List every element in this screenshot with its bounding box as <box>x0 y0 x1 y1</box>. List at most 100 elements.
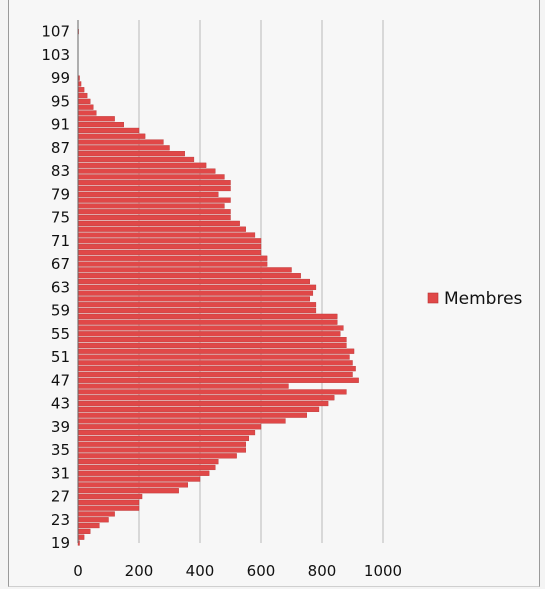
x-tick-label-200: 200 <box>125 562 154 580</box>
bar-age-69 <box>77 249 262 256</box>
bar-age-81 <box>77 180 231 186</box>
y-tick-label-43: 43 <box>51 395 70 413</box>
bar-age-91 <box>77 122 124 128</box>
bar-age-73 <box>77 226 246 232</box>
bar-age-66 <box>77 267 292 273</box>
y-tick-label-95: 95 <box>51 92 70 110</box>
bar-age-58 <box>77 313 338 319</box>
y-tick-label-35: 35 <box>51 441 70 459</box>
bar-age-57 <box>77 319 338 325</box>
bar-age-89 <box>77 133 146 139</box>
bar-age-55 <box>77 331 341 337</box>
bar-age-35 <box>77 447 246 453</box>
bar-age-42 <box>77 406 320 412</box>
y-tick-label-55: 55 <box>51 325 70 343</box>
bar-age-26 <box>77 499 140 505</box>
bar-age-30 <box>77 476 201 482</box>
y-tick-label-23: 23 <box>51 511 70 529</box>
y-tick-label-59: 59 <box>51 302 70 320</box>
y-tick-label-67: 67 <box>51 255 70 273</box>
bar-age-46 <box>77 383 289 389</box>
bar-age-80 <box>77 185 231 192</box>
bar-age-50 <box>77 360 353 366</box>
bar-age-60 <box>77 302 317 308</box>
y-tick-label-31: 31 <box>51 464 70 482</box>
bar-age-43 <box>77 400 329 407</box>
y-tick-labels: 19 23 27 31 35 39 43 47 51 55 59 63 67 71 75 79 83 87 91 95… <box>41 23 70 552</box>
bar-age-56 <box>77 325 344 331</box>
bar-age-72 <box>77 232 256 238</box>
bar-age-75 <box>77 214 231 221</box>
y-tick-label-87: 87 <box>51 139 70 157</box>
bar-age-77 <box>77 203 225 209</box>
bar-age-67 <box>77 261 268 267</box>
y-tick-label-99: 99 <box>51 69 70 87</box>
bar-age-90 <box>77 127 140 133</box>
bar-age-45 <box>77 389 347 395</box>
y-tick-label-83: 83 <box>51 162 70 180</box>
y-tick-label-71: 71 <box>51 232 70 250</box>
bar-age-71 <box>77 238 262 244</box>
bar-age-85 <box>77 156 195 163</box>
bar-age-76 <box>77 209 231 215</box>
bar-age-41 <box>77 412 307 418</box>
bar-age-54 <box>77 337 347 343</box>
bar-age-84 <box>77 162 207 168</box>
bar-age-62 <box>77 290 314 296</box>
bar-age-70 <box>77 244 262 250</box>
y-tick-label-79: 79 <box>51 185 70 203</box>
bar-age-68 <box>77 255 268 261</box>
bar-age-51 <box>77 354 350 360</box>
bar-age-94 <box>77 104 94 110</box>
bar-age-21 <box>77 528 91 534</box>
bar-age-34 <box>77 453 237 459</box>
bar-age-49 <box>77 366 356 372</box>
y-tick-label-103: 103 <box>41 46 70 64</box>
bar-age-97 <box>77 87 85 93</box>
bar-age-48 <box>77 371 353 378</box>
y-tick-label-51: 51 <box>51 348 70 366</box>
bar-age-63 <box>77 284 317 290</box>
x-tick-label-400: 400 <box>186 562 215 580</box>
bar-age-23 <box>77 517 109 523</box>
bar-age-83 <box>77 168 216 174</box>
y-tick-label-75: 75 <box>51 209 70 227</box>
y-tick-label-63: 63 <box>51 278 70 296</box>
bar-age-44 <box>77 395 335 401</box>
bar-age-92 <box>77 116 115 122</box>
bar-age-65 <box>77 273 301 279</box>
bar-age-31 <box>77 470 210 476</box>
bar-age-82 <box>77 174 225 180</box>
legend: Membres <box>427 289 523 309</box>
bars-group <box>77 29 359 546</box>
bar-age-38 <box>77 430 256 436</box>
y-tick-label-47: 47 <box>51 371 70 389</box>
bar-age-93 <box>77 110 97 116</box>
bar-age-39 <box>77 424 262 430</box>
x-tick-label-0: 0 <box>73 562 83 580</box>
y-tick-label-39: 39 <box>51 418 70 436</box>
bar-age-52 <box>77 348 355 354</box>
y-tick-label-107: 107 <box>41 23 70 41</box>
x-tick-label-800: 800 <box>308 562 337 580</box>
bar-age-47 <box>77 377 359 383</box>
bar-age-33 <box>77 459 219 465</box>
bar-age-22 <box>77 522 100 529</box>
bar-age-32 <box>77 464 216 471</box>
legend-swatch-membres <box>427 292 439 304</box>
y-tick-label-91: 91 <box>51 116 70 134</box>
bar-age-36 <box>77 441 246 447</box>
bar-age-37 <box>77 435 250 441</box>
bar-age-53 <box>77 342 347 349</box>
bar-age-59 <box>77 307 317 314</box>
bar-age-74 <box>77 220 240 226</box>
bar-age-27 <box>77 493 143 500</box>
bar-age-86 <box>77 151 185 157</box>
bar-age-64 <box>77 278 311 285</box>
y-tick-label-27: 27 <box>51 488 70 506</box>
bar-age-29 <box>77 482 189 488</box>
bar-age-78 <box>77 197 231 203</box>
y-tick-label-19: 19 <box>51 534 70 552</box>
bar-age-24 <box>77 511 115 517</box>
